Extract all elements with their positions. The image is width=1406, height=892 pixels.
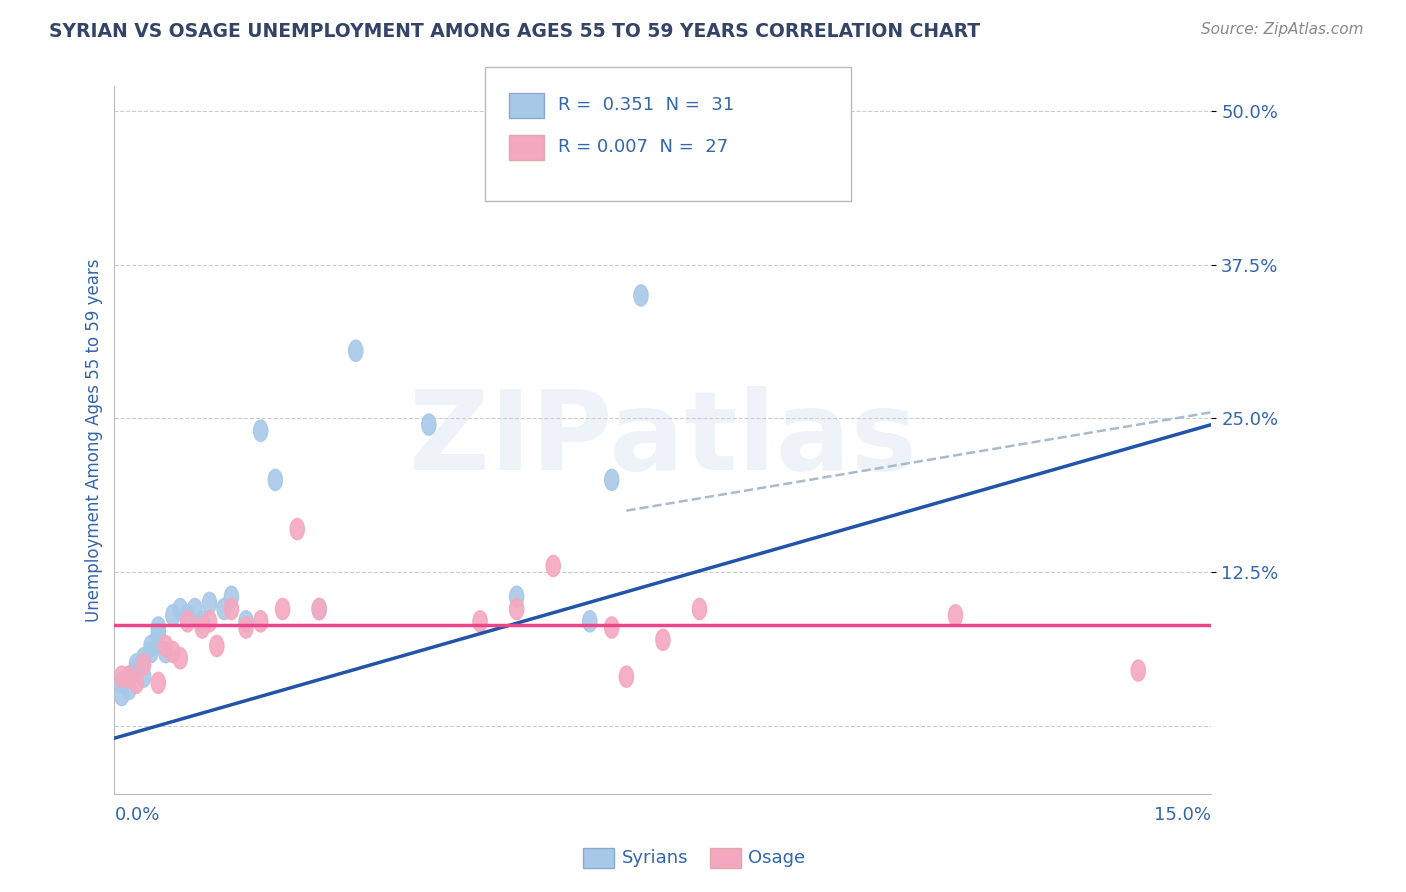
- Ellipse shape: [166, 605, 180, 626]
- Text: ZIPatlas: ZIPatlas: [409, 386, 917, 493]
- Ellipse shape: [188, 599, 202, 620]
- Ellipse shape: [122, 679, 136, 699]
- Ellipse shape: [209, 635, 224, 657]
- Ellipse shape: [312, 599, 326, 620]
- Ellipse shape: [136, 666, 150, 688]
- Ellipse shape: [115, 666, 129, 688]
- Ellipse shape: [173, 648, 187, 669]
- Ellipse shape: [239, 617, 253, 638]
- Ellipse shape: [129, 660, 143, 681]
- Ellipse shape: [1132, 660, 1146, 681]
- Ellipse shape: [180, 611, 194, 632]
- Ellipse shape: [173, 599, 187, 620]
- Ellipse shape: [159, 635, 173, 657]
- Ellipse shape: [422, 414, 436, 435]
- Ellipse shape: [290, 518, 304, 540]
- Ellipse shape: [217, 599, 231, 620]
- Ellipse shape: [239, 611, 253, 632]
- Ellipse shape: [655, 629, 671, 650]
- Ellipse shape: [129, 654, 143, 675]
- Text: SYRIAN VS OSAGE UNEMPLOYMENT AMONG AGES 55 TO 59 YEARS CORRELATION CHART: SYRIAN VS OSAGE UNEMPLOYMENT AMONG AGES …: [49, 22, 980, 41]
- Ellipse shape: [692, 599, 707, 620]
- Ellipse shape: [312, 599, 326, 620]
- Text: Osage: Osage: [748, 849, 806, 867]
- Ellipse shape: [152, 617, 166, 638]
- Ellipse shape: [605, 617, 619, 638]
- Ellipse shape: [509, 586, 524, 607]
- Ellipse shape: [619, 666, 634, 688]
- Ellipse shape: [225, 586, 239, 607]
- Ellipse shape: [225, 599, 239, 620]
- Ellipse shape: [115, 673, 129, 693]
- Ellipse shape: [253, 420, 267, 442]
- Text: R = 0.007  N =  27: R = 0.007 N = 27: [558, 138, 728, 156]
- Ellipse shape: [582, 611, 598, 632]
- Ellipse shape: [202, 611, 217, 632]
- Ellipse shape: [115, 684, 129, 706]
- Ellipse shape: [195, 617, 209, 638]
- Text: 0.0%: 0.0%: [114, 805, 160, 824]
- Ellipse shape: [546, 556, 561, 576]
- Ellipse shape: [143, 641, 157, 663]
- Ellipse shape: [180, 605, 194, 626]
- Ellipse shape: [159, 641, 173, 663]
- Ellipse shape: [276, 599, 290, 620]
- Ellipse shape: [605, 469, 619, 491]
- Ellipse shape: [202, 592, 217, 614]
- Ellipse shape: [472, 611, 488, 632]
- Text: Syrians: Syrians: [621, 849, 688, 867]
- Ellipse shape: [122, 666, 136, 688]
- Ellipse shape: [129, 673, 143, 693]
- Ellipse shape: [253, 611, 267, 632]
- Y-axis label: Unemployment Among Ages 55 to 59 years: Unemployment Among Ages 55 to 59 years: [86, 258, 103, 622]
- Ellipse shape: [136, 648, 150, 669]
- Ellipse shape: [152, 673, 166, 693]
- Ellipse shape: [166, 641, 180, 663]
- Ellipse shape: [349, 340, 363, 361]
- Ellipse shape: [269, 469, 283, 491]
- Text: 15.0%: 15.0%: [1154, 805, 1212, 824]
- Ellipse shape: [195, 611, 209, 632]
- Ellipse shape: [152, 623, 166, 644]
- Text: Source: ZipAtlas.com: Source: ZipAtlas.com: [1201, 22, 1364, 37]
- Ellipse shape: [122, 666, 136, 688]
- Ellipse shape: [634, 285, 648, 306]
- Ellipse shape: [136, 654, 150, 675]
- Ellipse shape: [509, 599, 524, 620]
- Ellipse shape: [948, 605, 963, 626]
- Text: R =  0.351  N =  31: R = 0.351 N = 31: [558, 96, 734, 114]
- Ellipse shape: [143, 635, 157, 657]
